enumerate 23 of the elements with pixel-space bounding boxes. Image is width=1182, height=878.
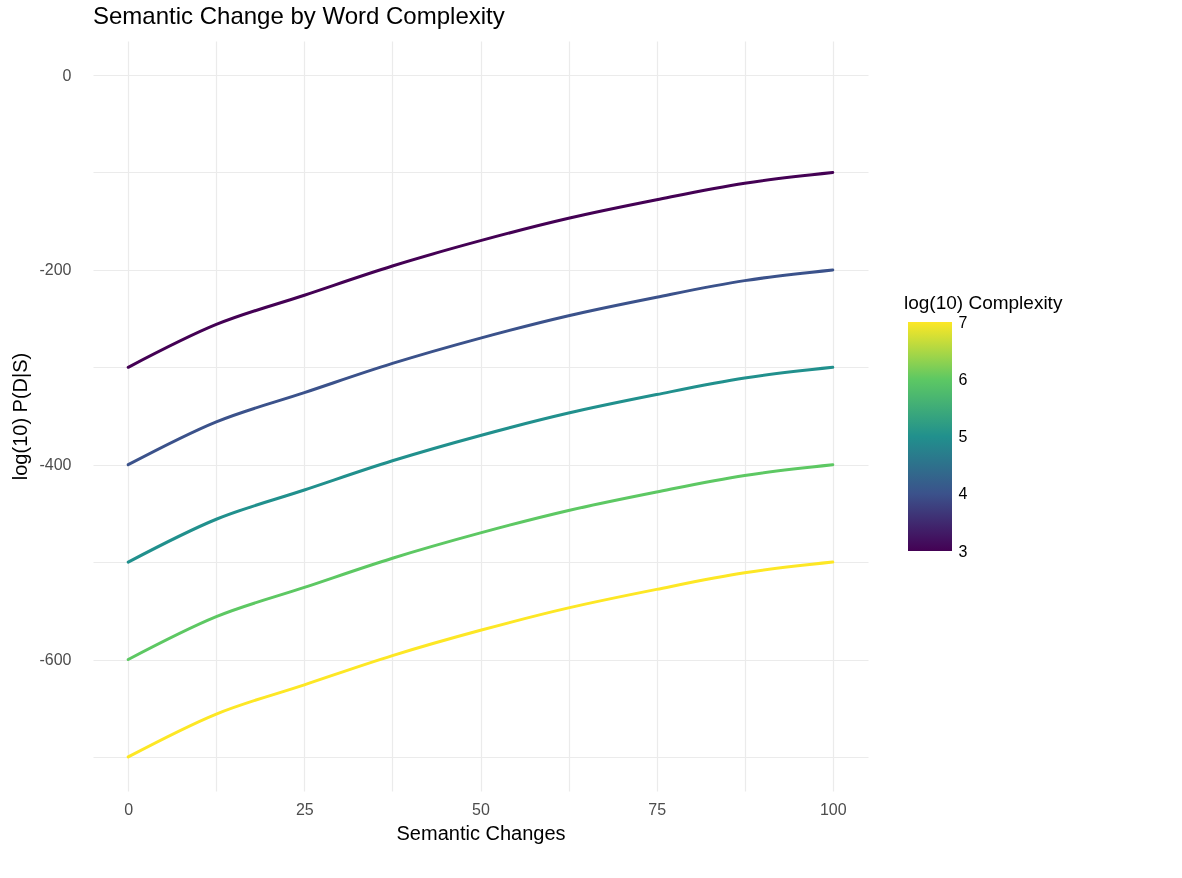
y-axis-title: log(10) P(D|S) [9, 352, 32, 481]
line-series [126, 170, 835, 369]
line-series [126, 560, 835, 759]
y-tick-label: -200 [39, 261, 72, 279]
line-series [126, 268, 835, 467]
x-tick-label: 0 [124, 800, 134, 818]
y-tick-label: -400 [39, 456, 72, 474]
color-bar-title: log(10) Complexity [904, 292, 1063, 313]
color-bar-label: 6 [958, 370, 968, 388]
x-tick-label: 100 [819, 800, 847, 818]
line-series [126, 463, 835, 662]
y-tick-label: -600 [39, 651, 72, 669]
color-bar-label: 7 [958, 313, 968, 331]
line-series [126, 365, 835, 564]
color-bar-label: 5 [958, 428, 968, 445]
color-bar-label: 4 [958, 485, 968, 503]
x-tick-label: 25 [295, 800, 314, 818]
color-bar-label: 3 [958, 542, 968, 560]
x-tick-label: 75 [648, 800, 667, 818]
x-tick-label: 50 [472, 800, 490, 818]
x-axis-title: Semantic Changes [396, 821, 566, 844]
y-tick-label: 0 [62, 66, 72, 84]
chart-title: Semantic Change by Word Complexity [93, 2, 505, 29]
